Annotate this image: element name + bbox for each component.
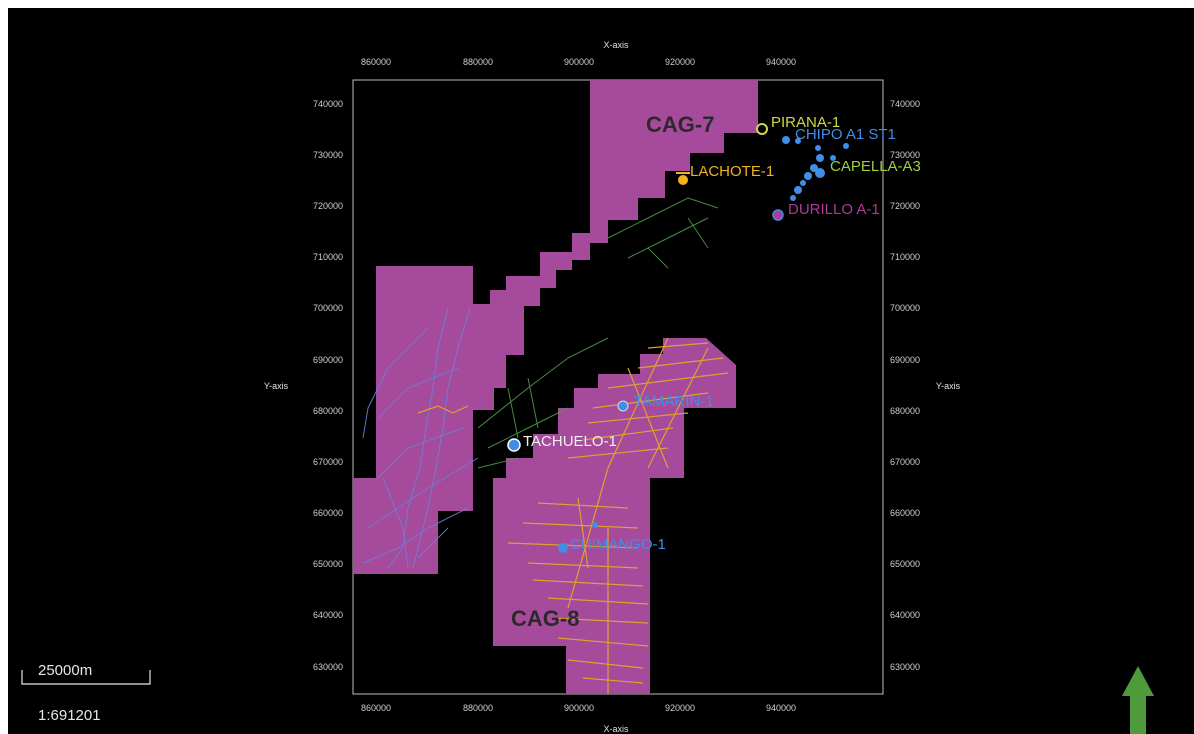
well-marker-chimango-secondary[interactable] <box>592 522 598 528</box>
well-marker-chimango[interactable] <box>558 543 568 553</box>
y-axis-ticks-right: 740000 730000 720000 710000 700000 69000… <box>890 99 920 672</box>
well-marker-tachuelo[interactable] <box>507 438 521 452</box>
scale-bar-label: 25000m <box>38 662 92 679</box>
well-marker-pirana[interactable] <box>756 123 768 135</box>
y-tick-label: 680000 <box>313 406 343 416</box>
block-label-cag-7: CAG-7 <box>646 112 714 137</box>
y-tick-label: 730000 <box>890 150 920 160</box>
y-tick-label: 670000 <box>890 457 920 467</box>
y-tick-label: 730000 <box>313 150 343 160</box>
y-axis-title-left: Y-axis <box>264 381 289 391</box>
y-tick-label: 690000 <box>890 355 920 365</box>
y-tick-label: 700000 <box>890 303 920 313</box>
y-tick-label: 740000 <box>890 99 920 109</box>
x-tick-label: 860000 <box>361 57 391 67</box>
y-tick-label: 680000 <box>890 406 920 416</box>
y-tick-label: 710000 <box>313 252 343 262</box>
y-tick-label: 640000 <box>890 610 920 620</box>
seismic-survey-orange <box>417 337 729 694</box>
scale-bar: 25000m 1:691201 <box>21 662 151 724</box>
map-canvas[interactable]: X-axis X-axis Y-axis Y-axis 860000 88000… <box>8 8 1194 734</box>
y-tick-label: 660000 <box>313 508 343 518</box>
x-axis-title-bottom: X-axis <box>603 724 629 734</box>
well-label-tamarin: TAMARIN-1 <box>634 393 714 410</box>
y-tick-label: 630000 <box>890 662 920 672</box>
y-tick-label: 630000 <box>313 662 343 672</box>
y-tick-label: 650000 <box>313 559 343 569</box>
y-tick-label: 690000 <box>313 355 343 365</box>
north-arrow-icon <box>1122 666 1154 734</box>
well-marker-durillo[interactable] <box>772 209 784 221</box>
x-tick-label: 900000 <box>564 703 594 713</box>
seismic-survey-blue <box>362 307 479 569</box>
y-tick-label: 720000 <box>890 201 920 211</box>
well-label-capella: CAPELLA-A3 <box>830 158 921 175</box>
x-tick-label: 900000 <box>564 57 594 67</box>
y-tick-label: 640000 <box>313 610 343 620</box>
x-tick-label: 920000 <box>665 703 695 713</box>
well-marker-lachote[interactable] <box>676 172 690 185</box>
x-tick-label: 860000 <box>361 703 391 713</box>
map-viewport[interactable]: X-axis X-axis Y-axis Y-axis 860000 88000… <box>8 8 1194 734</box>
well-label-lachote: LACHOTE-1 <box>690 163 774 180</box>
y-tick-label: 660000 <box>890 508 920 518</box>
x-tick-label: 940000 <box>766 57 796 67</box>
y-axis-ticks-left: 740000 730000 720000 710000 700000 69000… <box>313 99 343 672</box>
block-cag-8-polygon[interactable] <box>493 338 736 694</box>
well-label-tachuelo: TACHUELO-1 <box>523 433 617 450</box>
scale-ratio: 1:691201 <box>38 707 101 724</box>
well-label-chipo: CHIPO A1 ST1 <box>795 126 896 143</box>
y-axis-title-right: Y-axis <box>936 381 961 391</box>
well-cluster-chipo <box>782 136 849 201</box>
y-tick-label: 670000 <box>313 457 343 467</box>
x-axis-ticks-bottom: 860000 880000 900000 920000 940000 <box>361 703 796 713</box>
x-tick-label: 880000 <box>463 703 493 713</box>
x-tick-label: 940000 <box>766 703 796 713</box>
y-tick-label: 710000 <box>890 252 920 262</box>
y-tick-label: 650000 <box>890 559 920 569</box>
x-axis-ticks-top: 860000 880000 900000 920000 940000 <box>361 57 796 67</box>
well-label-chimango: CHIMANGO-1 <box>570 536 666 553</box>
y-tick-label: 700000 <box>313 303 343 313</box>
x-axis-title-top: X-axis <box>603 40 629 50</box>
y-tick-label: 740000 <box>313 99 343 109</box>
well-label-durillo: DURILLO A-1 <box>788 201 880 218</box>
well-label-pirana: PIRANA-1 <box>771 114 840 131</box>
y-tick-label: 720000 <box>313 201 343 211</box>
seismic-survey-green <box>477 197 719 469</box>
well-marker-tamarin[interactable] <box>617 400 629 412</box>
block-label-cag-8: CAG-8 <box>511 606 579 631</box>
block-cag-7-polygon[interactable] <box>353 80 758 574</box>
x-tick-label: 920000 <box>665 57 695 67</box>
x-tick-label: 880000 <box>463 57 493 67</box>
